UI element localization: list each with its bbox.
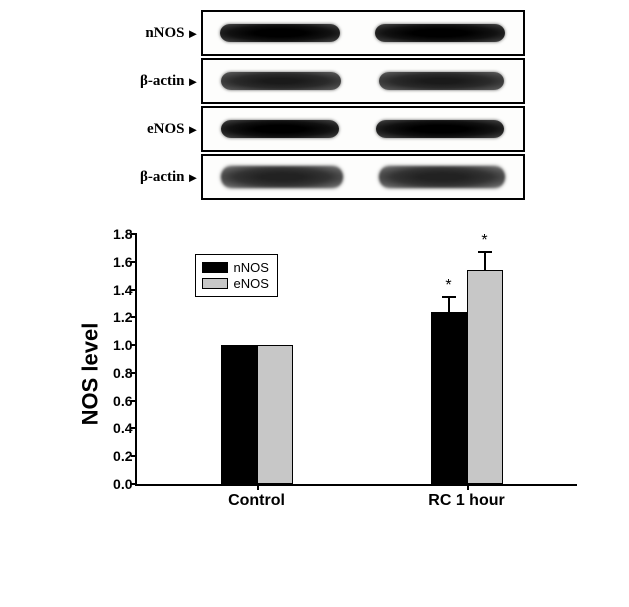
y-tick-label: 1.8 [95,226,133,242]
error-cap [442,296,456,298]
blot-row: β-actin► [105,154,535,200]
error-bar [484,252,486,270]
band [375,24,505,42]
triangle-marker-icon: ► [187,75,201,88]
x-tick-label: Control [228,492,285,510]
blot-label: β-actin [105,169,187,186]
significance-marker: * [481,232,487,250]
legend-label: nNOS [234,260,269,276]
bar [257,345,293,484]
band [221,166,343,188]
x-tick-mark [257,484,259,490]
bar [467,270,503,484]
blot-row: eNOS► [105,106,535,152]
legend-item: eNOS [202,276,269,292]
figure-container: nNOS►β-actin►eNOS►β-actin► NOS level nNO… [45,10,605,524]
blot-label: β-actin [105,73,187,90]
blot-lane-box [201,58,525,104]
plot-area: nNOSeNOS 0.00.20.40.60.81.01.21.41.61.8C… [135,234,577,486]
y-tick-label: 1.2 [95,309,133,325]
band [221,72,341,90]
bar [221,345,257,484]
blot-lane-box [201,154,525,200]
y-tick-label: 0.0 [95,476,133,492]
band [220,24,340,42]
blot-label: eNOS [105,121,187,138]
legend-label: eNOS [234,276,269,292]
band [376,120,504,138]
error-cap [478,251,492,253]
western-blot-panel: nNOS►β-actin►eNOS►β-actin► [105,10,535,200]
y-tick-label: 1.6 [95,254,133,270]
y-tick-label: 1.0 [95,337,133,353]
y-tick-label: 0.4 [95,420,133,436]
blot-label: nNOS [105,25,187,42]
legend: nNOSeNOS [195,254,278,297]
blot-lane-box [201,10,525,56]
blot-row: nNOS► [105,10,535,56]
x-tick-mark [467,484,469,490]
significance-marker: * [445,277,451,295]
error-bar [448,297,450,312]
bar [431,312,467,484]
legend-swatch [202,278,228,289]
y-tick-label: 0.2 [95,448,133,464]
legend-swatch [202,262,228,273]
blot-lane-box [201,106,525,152]
triangle-marker-icon: ► [187,27,201,40]
blot-row: β-actin► [105,58,535,104]
x-tick-label: RC 1 hour [428,492,504,510]
y-tick-label: 1.4 [95,282,133,298]
triangle-marker-icon: ► [187,123,201,136]
bar-chart: NOS level nNOSeNOS 0.00.20.40.60.81.01.2… [45,224,605,524]
band [379,166,505,188]
triangle-marker-icon: ► [187,171,201,184]
band [221,120,339,138]
band [379,72,504,90]
y-tick-label: 0.8 [95,365,133,381]
y-tick-label: 0.6 [95,393,133,409]
legend-item: nNOS [202,260,269,276]
